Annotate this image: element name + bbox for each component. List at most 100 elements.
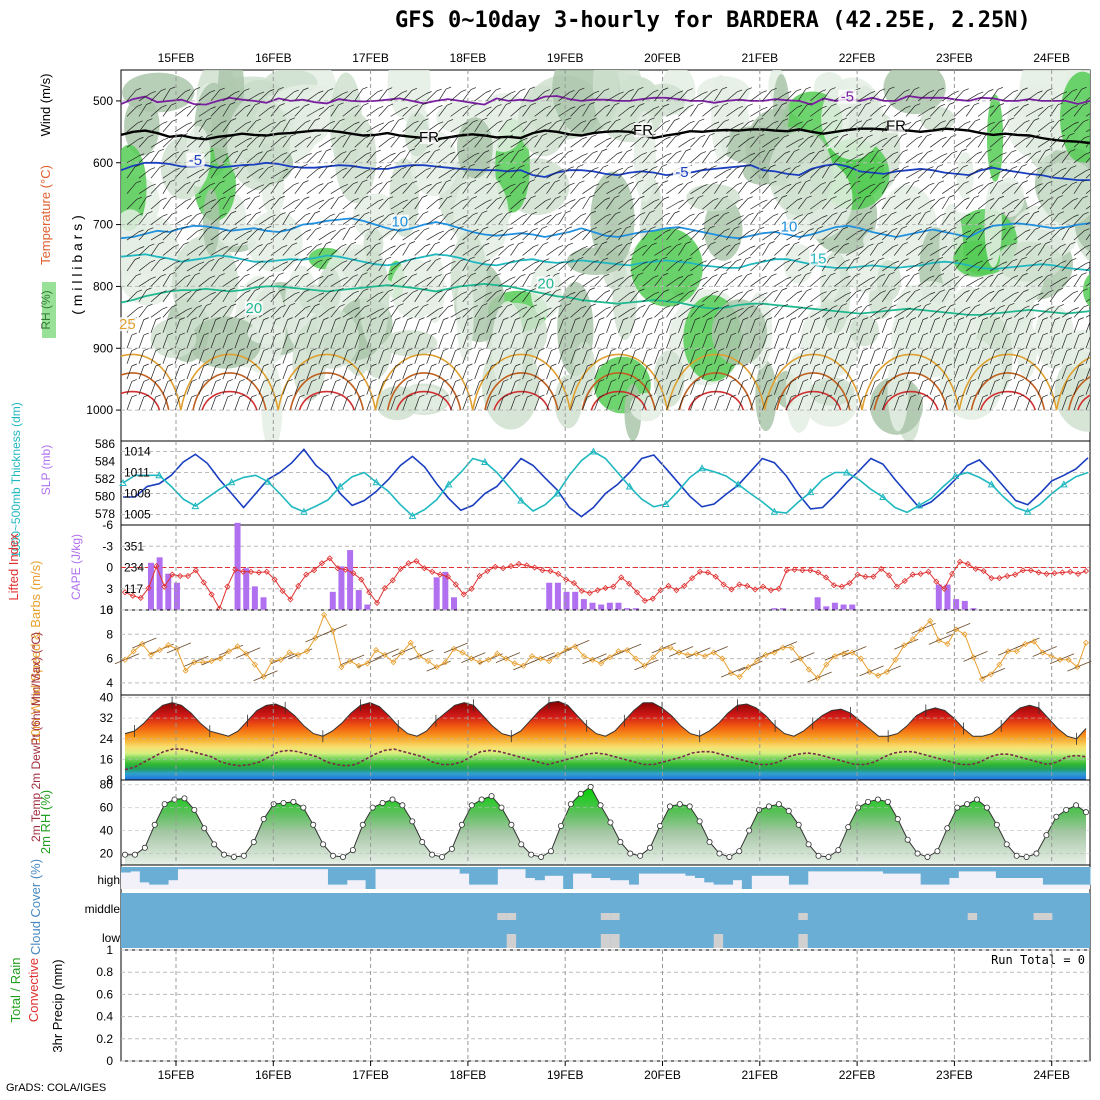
wind-barb-flag bbox=[677, 259, 683, 263]
rh-shade-cell bbox=[908, 292, 927, 364]
wind-barb-flag bbox=[902, 149, 908, 153]
wind-barb-flag bbox=[270, 214, 276, 218]
cloud-high-bar bbox=[581, 867, 592, 874]
thickness-ylabel: 1000~500mb Thickness (dm) bbox=[9, 402, 23, 558]
cloud-high-bar bbox=[1061, 867, 1072, 885]
cape-bar bbox=[814, 597, 821, 610]
wind-barb-flag bbox=[1001, 261, 1008, 265]
wind-barb bbox=[905, 230, 918, 241]
temp-tick-label: 16 bbox=[100, 752, 114, 766]
wind-barb bbox=[438, 365, 444, 380]
wind-barb-flag bbox=[766, 363, 773, 367]
wind-barb bbox=[738, 291, 748, 303]
wind-barb-flag bbox=[690, 137, 696, 140]
wind-barb-flag bbox=[530, 102, 536, 106]
wind-barb-flag bbox=[970, 394, 977, 398]
cape-tick-label: 351 bbox=[124, 539, 144, 553]
wind-barb bbox=[630, 263, 643, 272]
wind-barb bbox=[582, 213, 592, 225]
wind-barb-flag bbox=[889, 272, 895, 275]
wind-barb-flag bbox=[611, 363, 617, 367]
diurnal-isotherm bbox=[970, 372, 1046, 411]
wind-barb bbox=[174, 107, 187, 117]
wind-barb-flag bbox=[371, 317, 377, 320]
contour-label: 20 bbox=[537, 275, 554, 292]
li-tick-label: 6 bbox=[106, 603, 113, 617]
wind-barb bbox=[893, 151, 904, 163]
wind-barb bbox=[162, 181, 171, 194]
wind-barb-flag bbox=[209, 166, 215, 169]
wind-barb-flag bbox=[455, 348, 461, 351]
cloud-high-bar bbox=[262, 867, 273, 870]
wind-barb-flag bbox=[494, 257, 500, 260]
wind-barb-flag bbox=[659, 379, 665, 382]
cape-tick-label: 117 bbox=[124, 582, 143, 596]
wind-barb-flag bbox=[781, 102, 788, 105]
wind-barb bbox=[294, 214, 306, 225]
wind-barb-flag bbox=[539, 363, 545, 367]
wind-barb-flag bbox=[315, 226, 321, 230]
cape-bar bbox=[944, 584, 951, 610]
wind-barb-flag bbox=[554, 179, 560, 183]
wind-barb-flag bbox=[352, 181, 358, 185]
wind-barb bbox=[330, 213, 340, 225]
wind-barb-flag bbox=[798, 230, 804, 234]
cloud-high-bar bbox=[224, 867, 235, 870]
wind-tick-label: 8 bbox=[106, 627, 113, 641]
wind-barb bbox=[294, 105, 305, 117]
wind-barb bbox=[798, 181, 807, 194]
wind-barb bbox=[785, 350, 792, 364]
wind-barb-flag bbox=[258, 167, 264, 171]
wind-barb-flag bbox=[865, 102, 871, 105]
wind-barb-flag bbox=[1037, 276, 1043, 279]
wind-barb bbox=[774, 169, 786, 179]
wind-barb-flag bbox=[802, 394, 809, 398]
wind-barb bbox=[402, 243, 411, 256]
wind-barb bbox=[965, 186, 979, 194]
wind-barb bbox=[678, 365, 684, 380]
wind-barb bbox=[258, 365, 264, 380]
wind-barb bbox=[150, 183, 161, 194]
wind-barb-flag bbox=[172, 227, 179, 231]
isotherm--5C bbox=[121, 95, 1090, 106]
rh-marker bbox=[290, 798, 297, 805]
wind-barb bbox=[1085, 97, 1090, 102]
wind-barb-flag bbox=[215, 332, 221, 336]
wind-barb-flag bbox=[649, 303, 655, 306]
wind-barb-flag bbox=[762, 292, 768, 295]
wind-barb bbox=[258, 227, 267, 241]
wind-barb-flag bbox=[291, 242, 298, 246]
cloud-high-bar bbox=[835, 867, 846, 872]
wind-barb-flag bbox=[635, 332, 641, 336]
wind-barb bbox=[474, 152, 485, 163]
wind-barb bbox=[150, 259, 161, 272]
wind-barb-flag bbox=[647, 332, 653, 336]
wind-barb-flag bbox=[723, 119, 730, 122]
wind-barb bbox=[917, 381, 924, 395]
wind-barb-flag bbox=[602, 148, 608, 152]
wind-barb bbox=[234, 259, 244, 272]
wind-barb bbox=[785, 319, 792, 333]
wind-barb bbox=[953, 259, 964, 272]
wind-barb bbox=[342, 396, 348, 411]
wind-barb-flag bbox=[893, 168, 899, 171]
wind-barb bbox=[941, 229, 952, 241]
wind-barb bbox=[582, 169, 594, 179]
wind-barb bbox=[462, 258, 471, 272]
wind-barb-flag bbox=[491, 379, 497, 382]
wind-barb bbox=[510, 396, 516, 411]
wind-barb-flag bbox=[371, 379, 377, 382]
wind-barb-flag bbox=[545, 198, 551, 202]
wind-barb-flag bbox=[495, 180, 501, 184]
wind-barb-flag bbox=[760, 166, 767, 170]
rh-marker bbox=[904, 836, 911, 843]
wind-barb bbox=[198, 108, 211, 117]
wind-barb-flag bbox=[280, 212, 286, 215]
cloud-high-bar bbox=[1042, 867, 1053, 885]
wind-barb bbox=[234, 139, 247, 148]
wind-barb-flag bbox=[446, 102, 453, 106]
wind-barb bbox=[138, 92, 151, 102]
wind-barb-flag bbox=[886, 379, 893, 382]
wind-barb-flag bbox=[910, 332, 917, 336]
wind-barb bbox=[402, 334, 408, 349]
